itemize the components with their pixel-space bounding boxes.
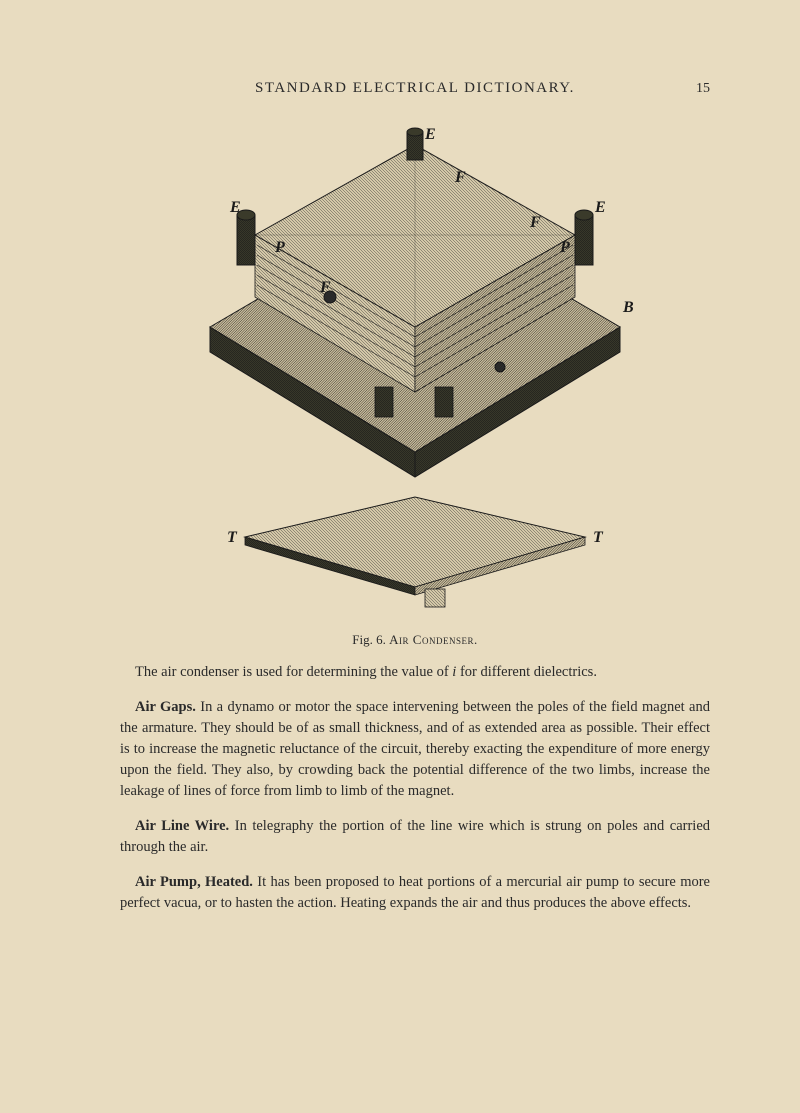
entry-air-gaps: Air Gaps. In a dynamo or motor the space…	[120, 697, 710, 802]
page-number: 15	[680, 81, 710, 97]
figure-air-condenser: E F E F E P P F B T T	[120, 127, 710, 617]
text-air-gaps: In a dynamo or motor the space interveni…	[120, 699, 710, 799]
figure-number: Fig. 6.	[352, 632, 386, 647]
svg-text:E: E	[424, 127, 436, 143]
svg-text:F: F	[454, 169, 466, 186]
svg-text:P: P	[274, 239, 285, 256]
svg-text:E: E	[594, 199, 606, 216]
page-header: STANDARD ELECTRICAL DICTIONARY. 15	[120, 80, 710, 97]
term-air-pump: Air Pump, Heated.	[135, 874, 253, 890]
intro-paragraph: The air condenser is used for determinin…	[120, 662, 710, 683]
svg-text:T: T	[593, 529, 604, 546]
svg-text:B: B	[622, 299, 634, 316]
svg-text:F: F	[319, 279, 331, 296]
lower-plate	[245, 497, 585, 607]
term-air-line-wire: Air Line Wire.	[135, 818, 229, 834]
svg-text:E: E	[229, 199, 241, 216]
svg-text:F: F	[529, 214, 541, 231]
figure-name: Air Condenser.	[389, 632, 478, 647]
entry-air-pump: Air Pump, Heated. It has been proposed t…	[120, 872, 710, 914]
entry-air-line-wire: Air Line Wire. In telegraphy the portion…	[120, 816, 710, 858]
svg-text:P: P	[559, 239, 570, 256]
figure-caption: Fig. 6. Air Condenser.	[120, 632, 710, 648]
term-air-gaps: Air Gaps.	[135, 699, 196, 715]
page-title: STANDARD ELECTRICAL DICTIONARY.	[150, 80, 680, 97]
svg-text:T: T	[227, 529, 238, 546]
